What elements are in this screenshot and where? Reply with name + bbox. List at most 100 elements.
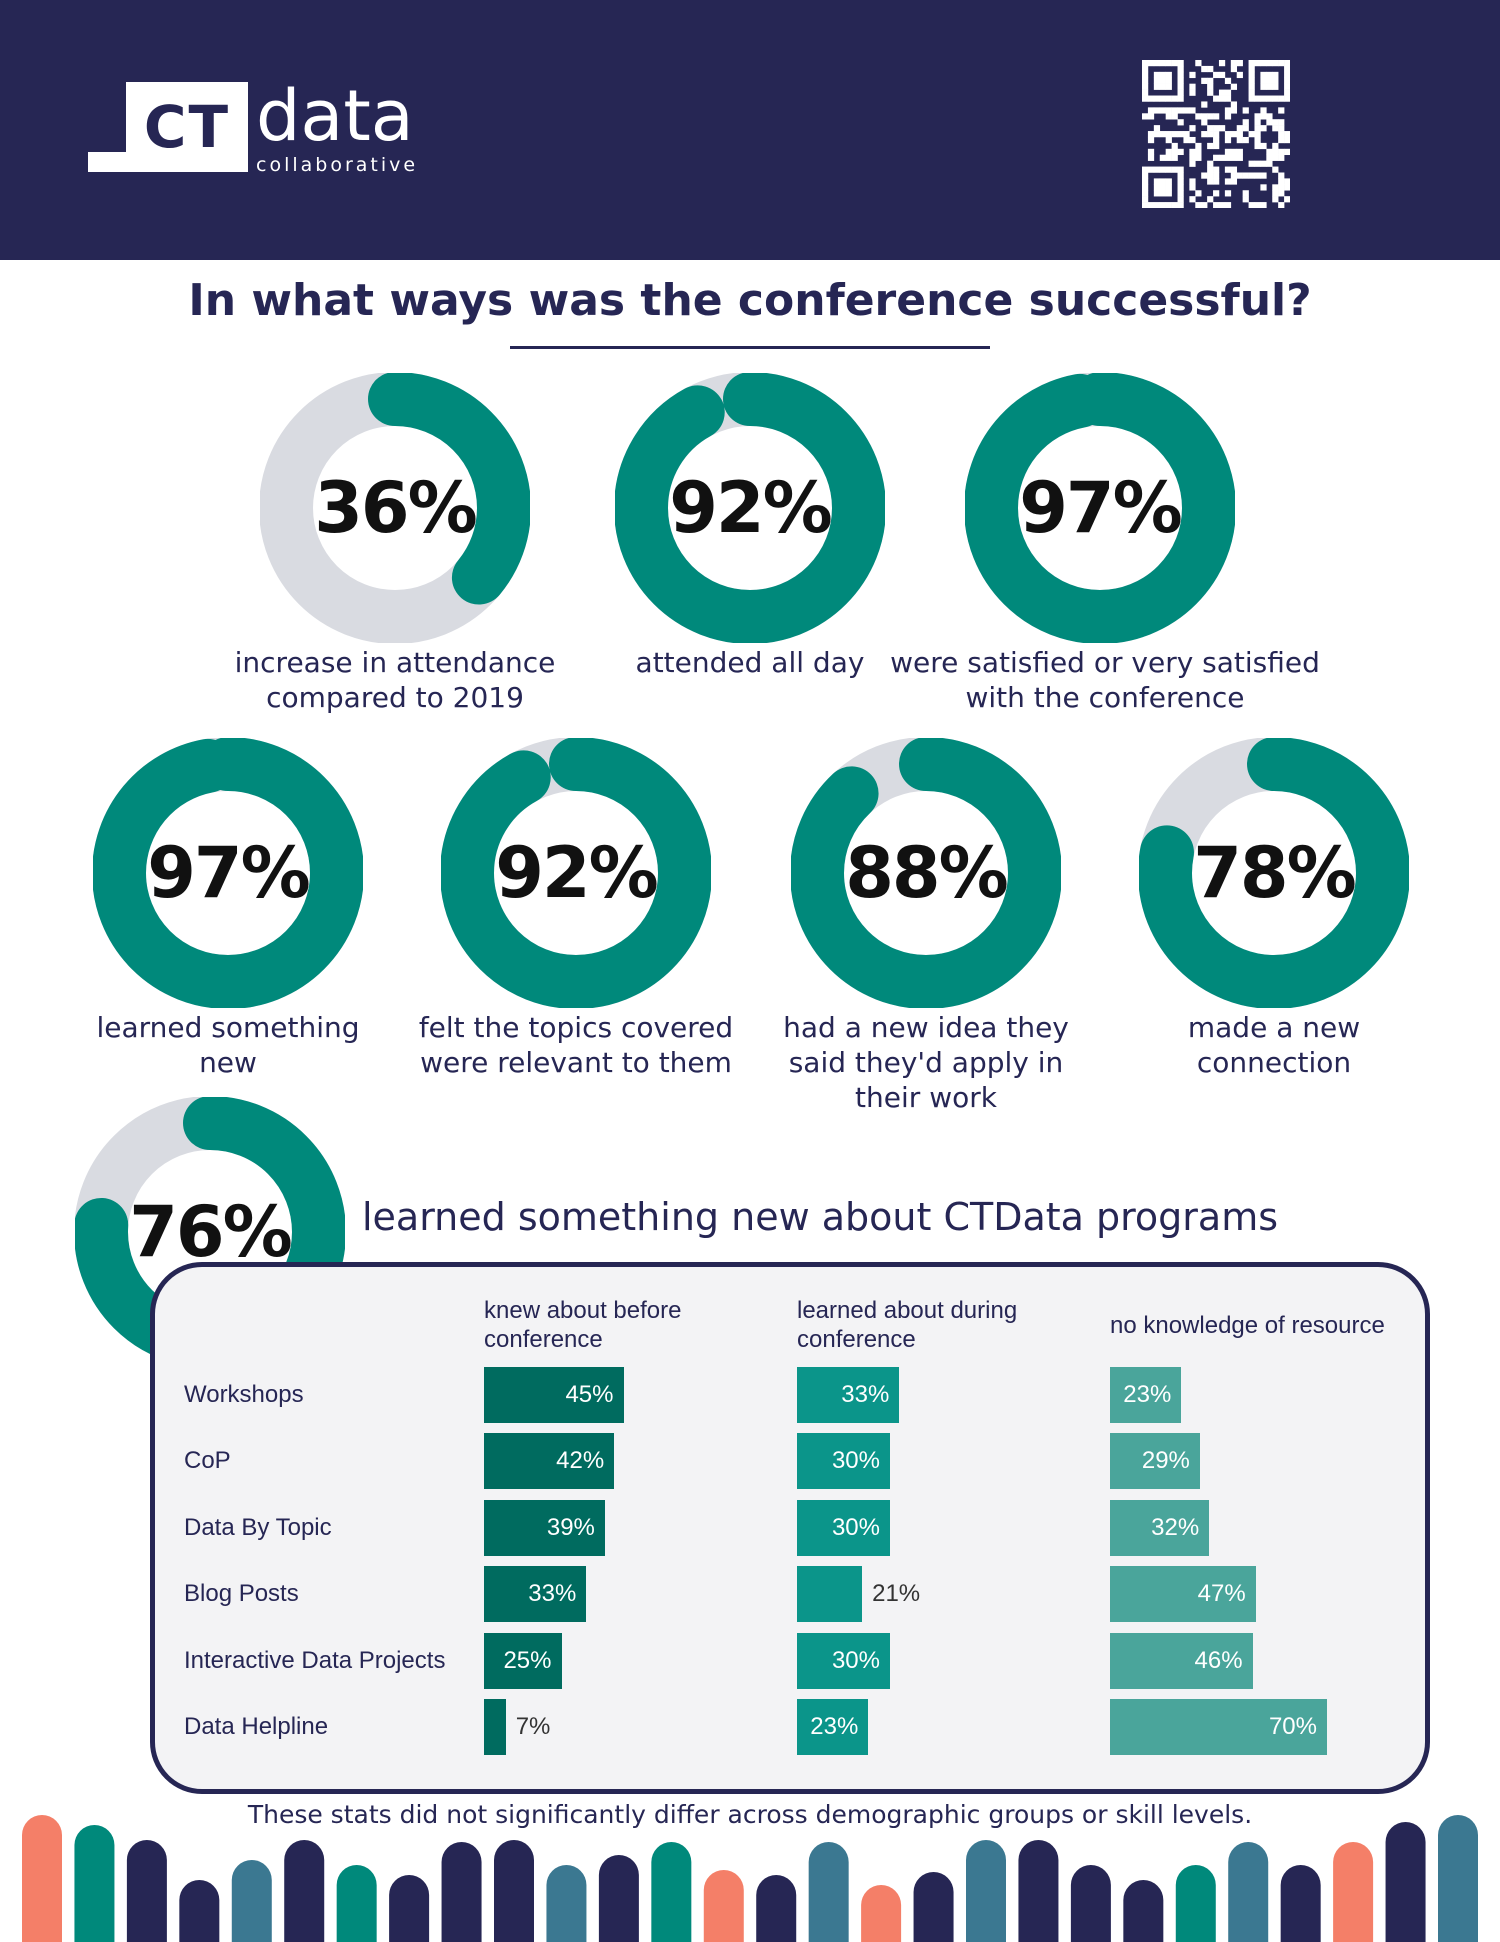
bar-value-label: 30% xyxy=(831,1646,880,1674)
stat-donut-6: 88% xyxy=(790,737,1062,1009)
donut-value-arc xyxy=(259,372,531,644)
row-label: Data Helpline xyxy=(184,1713,329,1740)
column-header-before: knew about before conference xyxy=(484,1297,682,1353)
decorative-bar xyxy=(22,1815,62,1942)
title-underline xyxy=(510,346,990,349)
decorative-bar xyxy=(546,1865,587,1942)
bar-value-label: 25% xyxy=(503,1646,552,1674)
donut-caption: had a new idea they said they'd apply in… xyxy=(783,1011,1069,1114)
bar xyxy=(797,1499,890,1556)
decorative-bar xyxy=(1333,1842,1374,1942)
decorative-bar xyxy=(284,1840,325,1942)
decorative-bar xyxy=(74,1825,115,1942)
logo-subtitle: collaborative xyxy=(256,154,419,176)
logo-mark-text: CT xyxy=(126,82,248,172)
donut-graphic xyxy=(259,372,531,644)
bar xyxy=(797,1367,900,1423)
donut-caption: increase in attendance compared to 2019 xyxy=(234,646,556,714)
decorative-bar xyxy=(1175,1865,1216,1942)
logo-mark: CT xyxy=(88,82,248,172)
donut-graphic xyxy=(1138,737,1410,1009)
donut-value-arc xyxy=(964,372,1236,644)
decorative-bar xyxy=(1018,1840,1059,1942)
decorative-bar xyxy=(913,1872,954,1942)
donut-percent-label: 92% xyxy=(669,467,833,549)
decorative-bar xyxy=(651,1842,692,1942)
footer-note: These stats did not significantly differ… xyxy=(247,1800,1253,1829)
bar xyxy=(797,1566,863,1623)
donut-percent-label: 78% xyxy=(1193,832,1357,914)
bar-value-label: 29% xyxy=(1141,1447,1190,1475)
decorative-bar xyxy=(1123,1880,1164,1942)
programs-stat-caption: learned something new about CTData progr… xyxy=(362,1195,1279,1239)
bar-value-label: 32% xyxy=(1151,1513,1200,1541)
row-label: Data By Topic xyxy=(184,1513,332,1541)
donut-value-arc xyxy=(790,737,1062,1009)
stat-donut-4: 97% xyxy=(92,737,364,1009)
bar-value-label: 21% xyxy=(872,1580,921,1608)
bar xyxy=(1110,1433,1200,1490)
bar xyxy=(484,1367,624,1423)
bar xyxy=(1110,1367,1182,1423)
donut-value-arc xyxy=(1138,737,1410,1009)
bar xyxy=(484,1499,605,1556)
decorative-bar xyxy=(966,1840,1006,1942)
decorative-bars xyxy=(22,1815,1478,1942)
bar xyxy=(797,1699,869,1755)
decorative-bar xyxy=(1438,1815,1478,1942)
decorative-bar xyxy=(389,1875,430,1942)
bar xyxy=(1110,1699,1327,1755)
donut-caption: attended all day xyxy=(635,646,865,679)
donut-graphic xyxy=(614,372,886,644)
donut-percent-label: 36% xyxy=(314,467,478,549)
decorative-bar xyxy=(126,1840,167,1942)
decorative-bar xyxy=(861,1885,902,1942)
decorative-bar xyxy=(494,1840,534,1942)
decorative-bar xyxy=(179,1880,220,1942)
programs-chart-panel xyxy=(150,1262,1430,1794)
bar xyxy=(797,1433,890,1490)
donut-percent-label: 76% xyxy=(129,1191,293,1273)
page-title: In what ways was the conference successf… xyxy=(188,275,1312,326)
bar xyxy=(484,1433,615,1490)
donut-caption: learned something new xyxy=(96,1011,360,1079)
bar-value-label: 70% xyxy=(1268,1713,1317,1740)
bar-value-label: 33% xyxy=(841,1381,890,1408)
column-header-during: learned about during conference xyxy=(797,1297,1018,1353)
ctdata-logo: CT data collaborative xyxy=(88,76,428,182)
logo-mark-bar xyxy=(88,152,128,172)
header-banner: CT data collaborative xyxy=(0,0,1500,260)
bar-value-label: 46% xyxy=(1194,1646,1243,1674)
logo-word: data xyxy=(256,75,414,157)
stat-donut-2: 92% xyxy=(614,372,886,644)
stat-donut-5: 92% xyxy=(440,737,712,1009)
decorative-bar xyxy=(1070,1865,1111,1942)
donut-percent-label: 92% xyxy=(495,832,659,914)
stat-donut-7: 78% xyxy=(1138,737,1410,1009)
donut-value-arc xyxy=(614,372,886,644)
donut-graphic xyxy=(790,737,1062,1009)
decorative-bar xyxy=(808,1842,849,1942)
donut-caption: made a new connection xyxy=(1187,1011,1361,1079)
decorative-bar xyxy=(336,1865,377,1942)
donut-percent-label: 97% xyxy=(1019,467,1183,549)
bar-value-label: 30% xyxy=(831,1513,880,1541)
decorative-bar xyxy=(756,1875,797,1942)
bar-value-label: 39% xyxy=(546,1513,595,1541)
donut-graphic xyxy=(92,737,364,1009)
donut-caption: were satisfied or very satisfied with th… xyxy=(890,646,1320,714)
bar xyxy=(1110,1499,1210,1556)
decorative-bar xyxy=(1228,1842,1269,1942)
stat-donut-8: 76% xyxy=(74,1096,346,1368)
donut-caption: felt the topics covered were relevant to… xyxy=(418,1011,734,1079)
stat-donut-3: 97% xyxy=(964,372,1236,644)
decorative-bar xyxy=(231,1860,272,1942)
decorative-bar xyxy=(598,1855,639,1942)
row-label: Blog Posts xyxy=(184,1580,299,1608)
row-label: Workshops xyxy=(184,1381,304,1408)
bar-value-label: 42% xyxy=(556,1447,605,1475)
bar xyxy=(1110,1566,1256,1623)
bar xyxy=(797,1632,890,1689)
bar-value-label: 47% xyxy=(1197,1580,1246,1608)
row-label: CoP xyxy=(184,1447,231,1475)
